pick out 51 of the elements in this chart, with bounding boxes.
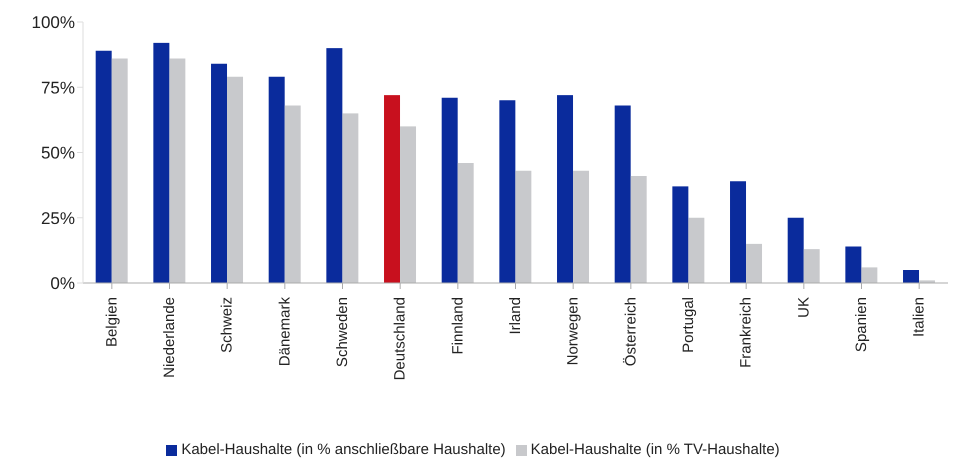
bar [442, 98, 458, 283]
bar [630, 176, 647, 283]
bar [845, 246, 862, 283]
bar [804, 249, 820, 283]
bar [499, 100, 516, 283]
x-tick-label: UK [795, 297, 812, 318]
bar [211, 64, 228, 283]
y-tick-label: 100% [32, 13, 75, 32]
y-tick-label: 25% [40, 208, 75, 228]
legend-label: Kabel-Haushalte (in % anschließbare Haushalte) [181, 441, 506, 458]
bar [153, 42, 170, 283]
bar [384, 95, 400, 283]
bar [903, 270, 920, 283]
x-tick-label: Portugal [680, 297, 697, 353]
y-tick-label: 0% [50, 274, 75, 294]
bar [614, 106, 631, 283]
bar [746, 244, 762, 283]
bar [112, 58, 128, 283]
y-tick-label: 75% [40, 78, 75, 98]
bar [730, 181, 746, 283]
x-tick-label: Belgien [103, 297, 120, 348]
legend-label: Kabel-Haushalte (in % TV-Haushalte) [530, 441, 780, 458]
x-tick-label: Italien [910, 297, 928, 338]
bar [284, 106, 301, 283]
bar [342, 113, 358, 283]
y-tick-label: 50% [40, 144, 75, 163]
bar [169, 58, 186, 283]
bar [672, 186, 688, 283]
bar [227, 76, 244, 283]
x-tick-label: Finnland [449, 297, 466, 355]
x-tick-label: Schweden [334, 297, 351, 368]
x-tick-label: Norwegen [564, 297, 582, 366]
x-tick-label: Schweiz [218, 297, 236, 353]
x-tick-label: Dänemark [276, 296, 294, 366]
bar [573, 170, 590, 283]
bar [400, 126, 416, 283]
bar [458, 162, 474, 283]
x-tick-label: Irland [507, 297, 524, 335]
bar [788, 218, 804, 283]
x-tick-label: Deutschland [392, 297, 409, 380]
bar [268, 76, 285, 283]
x-tick-label: Niederlande [161, 297, 178, 378]
x-tick-label: Österreich [622, 297, 640, 366]
bar [515, 170, 532, 283]
x-tick-label: Frankreich [738, 297, 755, 368]
bar [96, 50, 112, 283]
bar [688, 218, 704, 283]
bar [326, 48, 342, 283]
x-tick-label: Spanien [853, 297, 870, 352]
bar [861, 267, 878, 283]
bar [557, 95, 574, 283]
